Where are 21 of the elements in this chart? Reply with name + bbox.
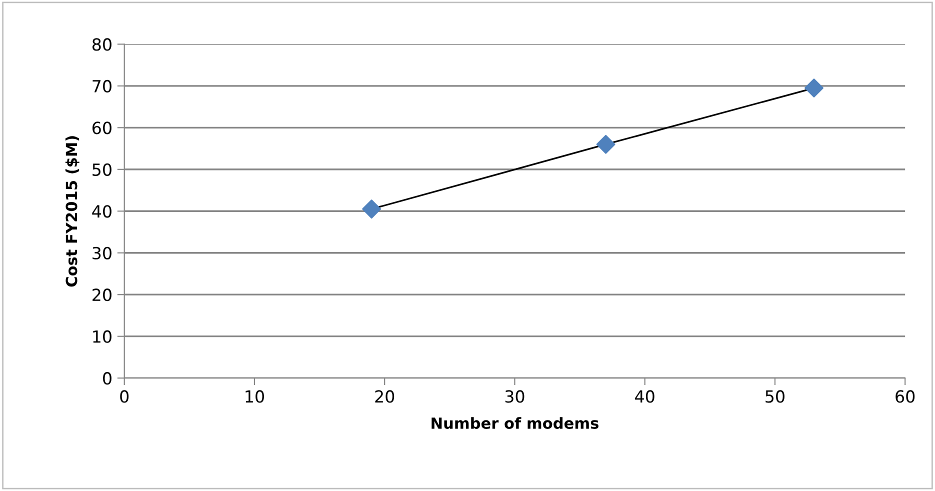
x-tick-label: 30	[505, 390, 524, 403]
x-axis-title: Number of modems	[432, 417, 598, 429]
y-tick-label: 70	[92, 80, 112, 92]
y-tick-label: 20	[92, 288, 112, 302]
y-tick-label: 30	[92, 246, 112, 260]
y-axis-title: Cost FY2015 ($M)	[65, 136, 80, 287]
point	[362, 200, 382, 219]
y-tick-label: 80	[92, 38, 112, 51]
x-tick-label: 60	[896, 390, 915, 403]
point	[804, 78, 824, 98]
y-tick-label: 10	[93, 330, 112, 343]
x-tick-label: 50	[766, 390, 784, 403]
x-tick-label: 40	[635, 390, 654, 403]
y-tick-label: 40	[92, 205, 112, 218]
x-tick-label: 20	[375, 390, 394, 403]
y-tick-label: 60	[92, 122, 112, 134]
x-tick-label: 10	[246, 390, 264, 403]
point	[596, 134, 616, 154]
y-tick-label: 0	[103, 372, 112, 385]
y-tick-label: 50	[92, 163, 112, 176]
x-tick-label: 0	[120, 390, 129, 403]
